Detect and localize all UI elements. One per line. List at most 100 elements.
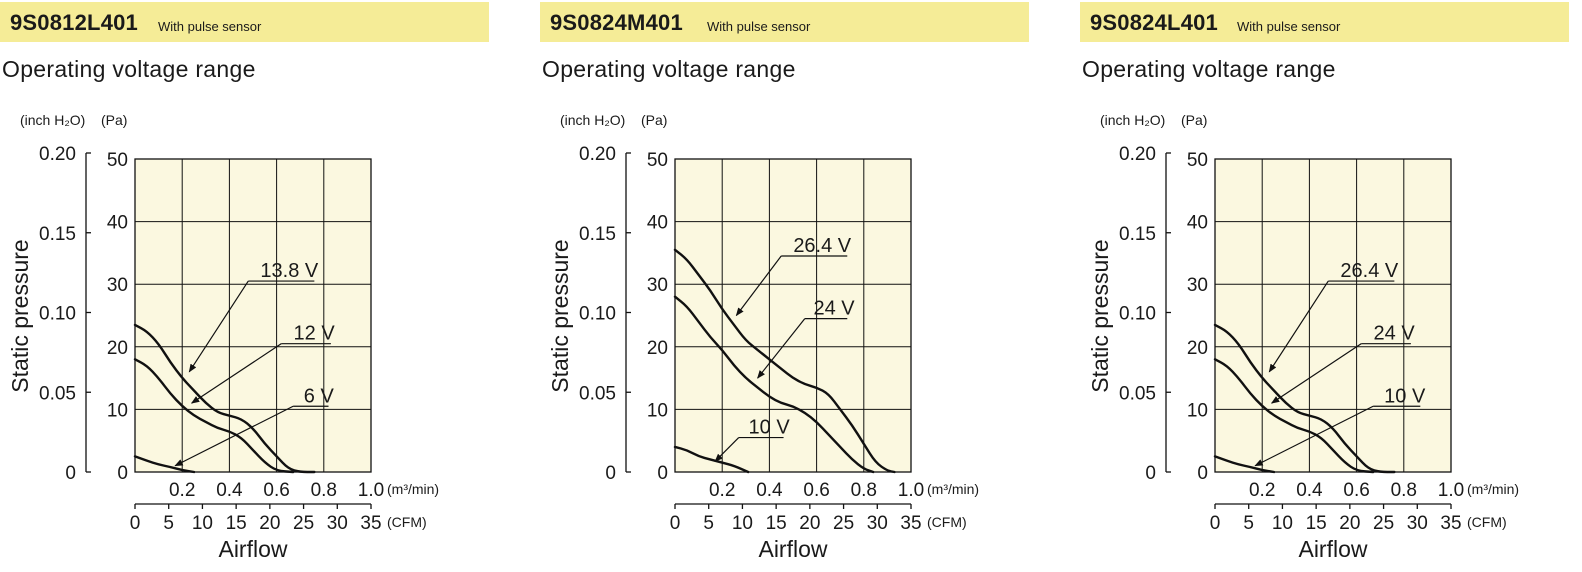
x-tick-label-cfm: 20 <box>799 513 820 534</box>
curve-series-1 <box>133 323 316 474</box>
x-tick-label-m3: 0.4 <box>756 480 783 501</box>
series-label: 12 V <box>294 323 336 345</box>
x-tick-label-m3: 0.8 <box>851 480 877 501</box>
y-axis-title: Static pressure <box>547 239 573 392</box>
y-unit-inch: (inch H₂O) <box>560 112 625 128</box>
x-unit-cfm: (CFM) <box>1467 514 1507 530</box>
y-tick-label-pa: 30 <box>107 275 128 296</box>
y-tick-label-inch: 0.10 <box>39 304 76 325</box>
y-tick-label-inch: 0.20 <box>579 144 616 165</box>
series-label: 10 V <box>1384 385 1426 407</box>
y-tick-label-inch: 0.20 <box>39 144 76 165</box>
chart-panel-2: 9S0824M401 With pulse sensor Operating v… <box>540 0 1029 572</box>
y-axis-title: Static pressure <box>7 239 33 392</box>
x-tick-label-cfm: 0 <box>1210 513 1221 534</box>
y-tick-label-pa: 0 <box>1197 463 1208 484</box>
y-tick-label-pa: 50 <box>647 150 668 171</box>
model-number: 9S0824L401 <box>1090 10 1218 35</box>
series-label-arrow <box>1254 405 1374 467</box>
y-tick-label-pa: 40 <box>1187 213 1208 234</box>
y-tick-label-pa: 40 <box>107 213 128 234</box>
chart-panel-1: 9S0812L401 With pulse sensor Operating v… <box>0 0 489 572</box>
x-axis-title: Airflow <box>758 536 827 562</box>
curve-series-1 <box>673 248 896 474</box>
x-tick-label-cfm: 30 <box>867 513 888 534</box>
x-tick-label-m3: 0.4 <box>216 480 243 501</box>
y-tick-label-pa: 10 <box>1187 400 1208 421</box>
y-tick-label-inch: 0.15 <box>579 224 616 245</box>
y-tick-label-inch: 0 <box>1145 463 1156 484</box>
y-tick-label-inch: 0.20 <box>1119 144 1156 165</box>
x-tick-label-cfm: 20 <box>1339 513 1360 534</box>
x-tick-label-cfm: 5 <box>703 513 714 534</box>
x-tick-label-m3: 0.2 <box>1249 480 1275 501</box>
x-tick-label-m3: 0.2 <box>169 480 195 501</box>
section-title: Operating voltage range <box>1082 56 1336 82</box>
y-tick-label-inch: 0.15 <box>39 224 76 245</box>
y-tick-label-pa: 20 <box>647 338 668 359</box>
plot-area <box>1214 158 1452 473</box>
series-label-arrow <box>1270 343 1362 404</box>
series-label: 24 V <box>1374 323 1416 345</box>
y-unit-inch: (inch H₂O) <box>20 112 85 128</box>
x-tick-label-cfm: 35 <box>900 513 921 534</box>
y-tick-label-inch: 0 <box>65 463 76 484</box>
x-tick-label-cfm: 10 <box>192 513 213 534</box>
curve-series-3 <box>1213 455 1276 474</box>
y-tick-label-pa: 30 <box>1187 275 1208 296</box>
x-unit-m3: (m³/min) <box>1467 481 1519 497</box>
y-tick-label-pa: 10 <box>647 400 668 421</box>
y-tick-label-pa: 40 <box>647 213 668 234</box>
y-tick-label-pa: 0 <box>117 463 128 484</box>
x-unit-m3: (m³/min) <box>387 481 439 497</box>
curve-series-3 <box>133 455 196 474</box>
model-subtitle: With pulse sensor <box>1237 19 1341 34</box>
series-label: 10 V <box>749 417 791 439</box>
model-subtitle: With pulse sensor <box>158 19 262 34</box>
curve-series-2 <box>1213 358 1375 474</box>
x-tick-label-m3: 1.0 <box>1438 480 1464 501</box>
y-unit-pa: (Pa) <box>101 112 127 128</box>
model-number: 9S0812L401 <box>10 10 138 35</box>
x-tick-label-m3: 0.8 <box>311 480 337 501</box>
y-unit-inch: (inch H₂O) <box>1100 112 1165 128</box>
x-tick-label-m3: 0.2 <box>709 480 735 501</box>
x-tick-label-cfm: 10 <box>1272 513 1293 534</box>
y-tick-label-pa: 30 <box>647 275 668 296</box>
x-tick-label-cfm: 0 <box>130 513 141 534</box>
x-tick-label-cfm: 35 <box>360 513 381 534</box>
plot-area <box>674 158 912 473</box>
y-tick-label-inch: 0.15 <box>1119 224 1156 245</box>
x-tick-label-m3: 1.0 <box>898 480 924 501</box>
y-tick-label-inch: 0 <box>605 463 616 484</box>
y-tick-label-pa: 50 <box>1187 150 1208 171</box>
x-tick-label-cfm: 5 <box>163 513 174 534</box>
x-axis-title: Airflow <box>1298 536 1367 562</box>
x-tick-label-cfm: 5 <box>1243 513 1254 534</box>
x-tick-label-cfm: 25 <box>293 513 314 534</box>
x-tick-label-m3: 0.6 <box>263 480 289 501</box>
x-tick-label-cfm: 30 <box>1407 513 1428 534</box>
x-axis-title: Airflow <box>218 536 287 562</box>
series-label: 26.4 V <box>1340 260 1398 282</box>
x-tick-label-cfm: 0 <box>670 513 681 534</box>
series-label-arrow <box>188 280 249 373</box>
series-label: 24 V <box>813 298 855 320</box>
x-tick-label-m3: 1.0 <box>358 480 384 501</box>
model-header: 9S0824L401 With pulse sensor <box>1080 2 1569 42</box>
x-tick-label-cfm: 35 <box>1440 513 1461 534</box>
y-tick-label-inch: 0.05 <box>1119 383 1156 404</box>
x-tick-label-cfm: 15 <box>1306 513 1327 534</box>
x-tick-label-m3: 0.4 <box>1296 480 1323 501</box>
y-axis-title: Static pressure <box>1087 239 1113 392</box>
x-unit-cfm: (CFM) <box>387 514 427 530</box>
series-label-arrow <box>174 405 294 467</box>
chart-panel-3: 9S0824L401 With pulse sensor Operating v… <box>1080 0 1569 572</box>
curve-series-1 <box>1213 323 1396 474</box>
y-tick-label-inch: 0.05 <box>39 383 76 404</box>
x-tick-label-cfm: 25 <box>1373 513 1394 534</box>
series-label-arrow <box>190 343 282 404</box>
